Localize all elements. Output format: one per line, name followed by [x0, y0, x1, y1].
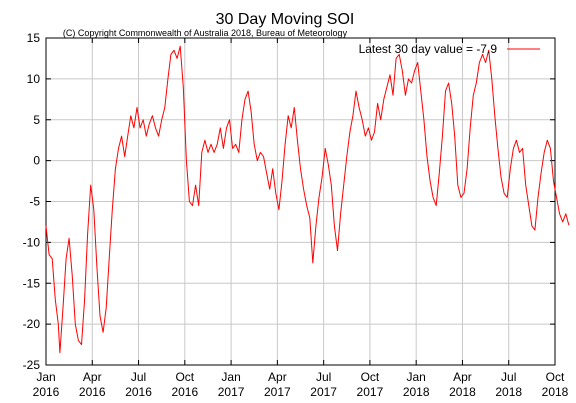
x-tick-month: Oct — [175, 370, 194, 384]
x-tick-year: 2018 — [403, 385, 430, 399]
x-tick-month: Jan — [36, 370, 55, 384]
axis-ticks: -25-20-15-10-5051015Jan2016Apr2016Jul201… — [23, 31, 569, 399]
y-tick-label: 0 — [33, 154, 40, 168]
x-tick-year: 2016 — [125, 385, 152, 399]
x-tick-month: Apr — [453, 370, 472, 384]
x-tick-month: Jan — [407, 370, 426, 384]
x-tick-year: 2018 — [449, 385, 476, 399]
chart-title: 30 Day Moving SOI — [216, 11, 355, 28]
y-tick-label: -10 — [23, 235, 41, 249]
x-tick-year: 2018 — [495, 385, 522, 399]
chart-subtitle: (C) Copyright Commonwealth of Australia … — [63, 28, 348, 38]
x-tick-year: 2017 — [357, 385, 384, 399]
x-tick-month: Oct — [361, 370, 380, 384]
x-tick-month: Jul — [316, 370, 331, 384]
series-layer — [45, 45, 570, 354]
x-tick-month: Oct — [546, 370, 565, 384]
legend: Latest 30 day value = -7.9 — [359, 42, 540, 56]
y-tick-label: -20 — [23, 317, 41, 331]
y-tick-label: 15 — [27, 31, 41, 45]
x-tick-year: 2017 — [310, 385, 337, 399]
y-tick-label: 10 — [27, 72, 41, 86]
x-tick-year: 2017 — [264, 385, 291, 399]
y-tick-label: 5 — [33, 113, 40, 127]
x-tick-year: 2018 — [542, 385, 569, 399]
y-tick-label: -5 — [29, 195, 40, 209]
x-tick-month: Jan — [221, 370, 240, 384]
y-tick-label: -25 — [23, 358, 41, 372]
y-tick-label: -15 — [23, 276, 41, 290]
x-tick-month: Jul — [131, 370, 146, 384]
series-line — [45, 45, 570, 354]
legend-label: Latest 30 day value = -7.9 — [359, 42, 498, 56]
x-tick-year: 2016 — [79, 385, 106, 399]
x-tick-month: Apr — [83, 370, 102, 384]
x-tick-month: Jul — [501, 370, 516, 384]
x-tick-month: Apr — [268, 370, 287, 384]
x-tick-year: 2016 — [33, 385, 60, 399]
x-tick-year: 2016 — [171, 385, 198, 399]
x-tick-year: 2017 — [218, 385, 245, 399]
grid — [46, 38, 555, 365]
